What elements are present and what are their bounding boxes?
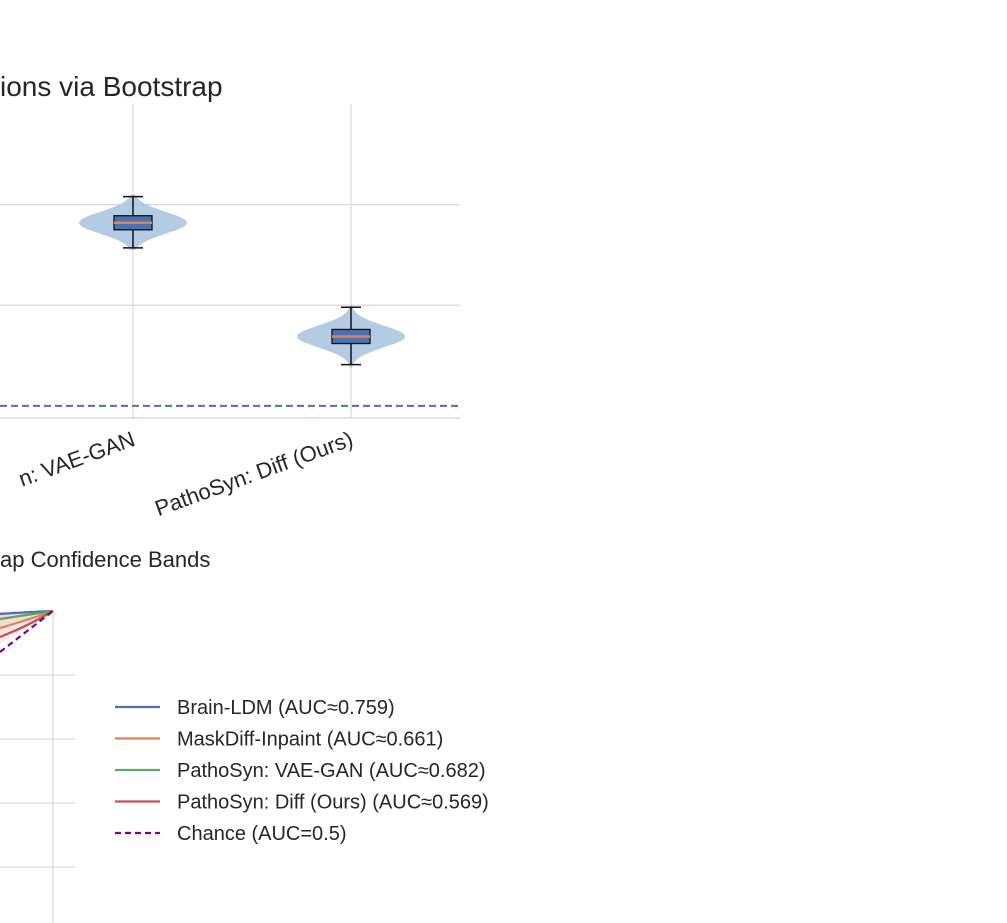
legend-label: PathoSyn: VAE-GAN (AUC≈0.682)	[177, 760, 486, 782]
roc-chart-title: ap Confidence Bands	[0, 547, 210, 572]
violin-grid	[0, 104, 460, 418]
roc-legend: Brain-LDM (AUC≈0.759) MaskDiff-Inpaint (A…	[115, 697, 489, 845]
violin-chart-title: ions via Bootstrap	[0, 71, 223, 102]
roc-chart: ap Confidence Bands Brain-LDM (AUC≈0.759…	[0, 547, 489, 923]
x-tick-label-vae-gan: n: VAE-GAN	[15, 426, 138, 491]
violin-vae-gan	[79, 194, 187, 250]
x-tick-label-diff-ours: PathoSyn: Diff (Ours)	[152, 426, 357, 521]
legend-label: PathoSyn: Diff (Ours) (AUC≈0.569)	[177, 792, 489, 814]
roc-grid	[0, 611, 75, 923]
confidence-band	[0, 611, 53, 644]
violin-chart: ions via Bootstrap n: VAE-GAN PathoSyn: …	[0, 71, 460, 521]
legend-label: Brain-LDM (AUC≈0.759)	[177, 697, 395, 719]
roc-curve-2	[0, 609, 54, 621]
roc-curve-4	[0, 610, 54, 653]
legend-label: MaskDiff-Inpaint (AUC≈0.661)	[177, 729, 443, 751]
violin-marks	[79, 194, 405, 368]
legend-label: Chance (AUC=0.5)	[177, 823, 347, 845]
violin-diff-ours	[297, 305, 405, 368]
roc-curves	[0, 609, 54, 653]
